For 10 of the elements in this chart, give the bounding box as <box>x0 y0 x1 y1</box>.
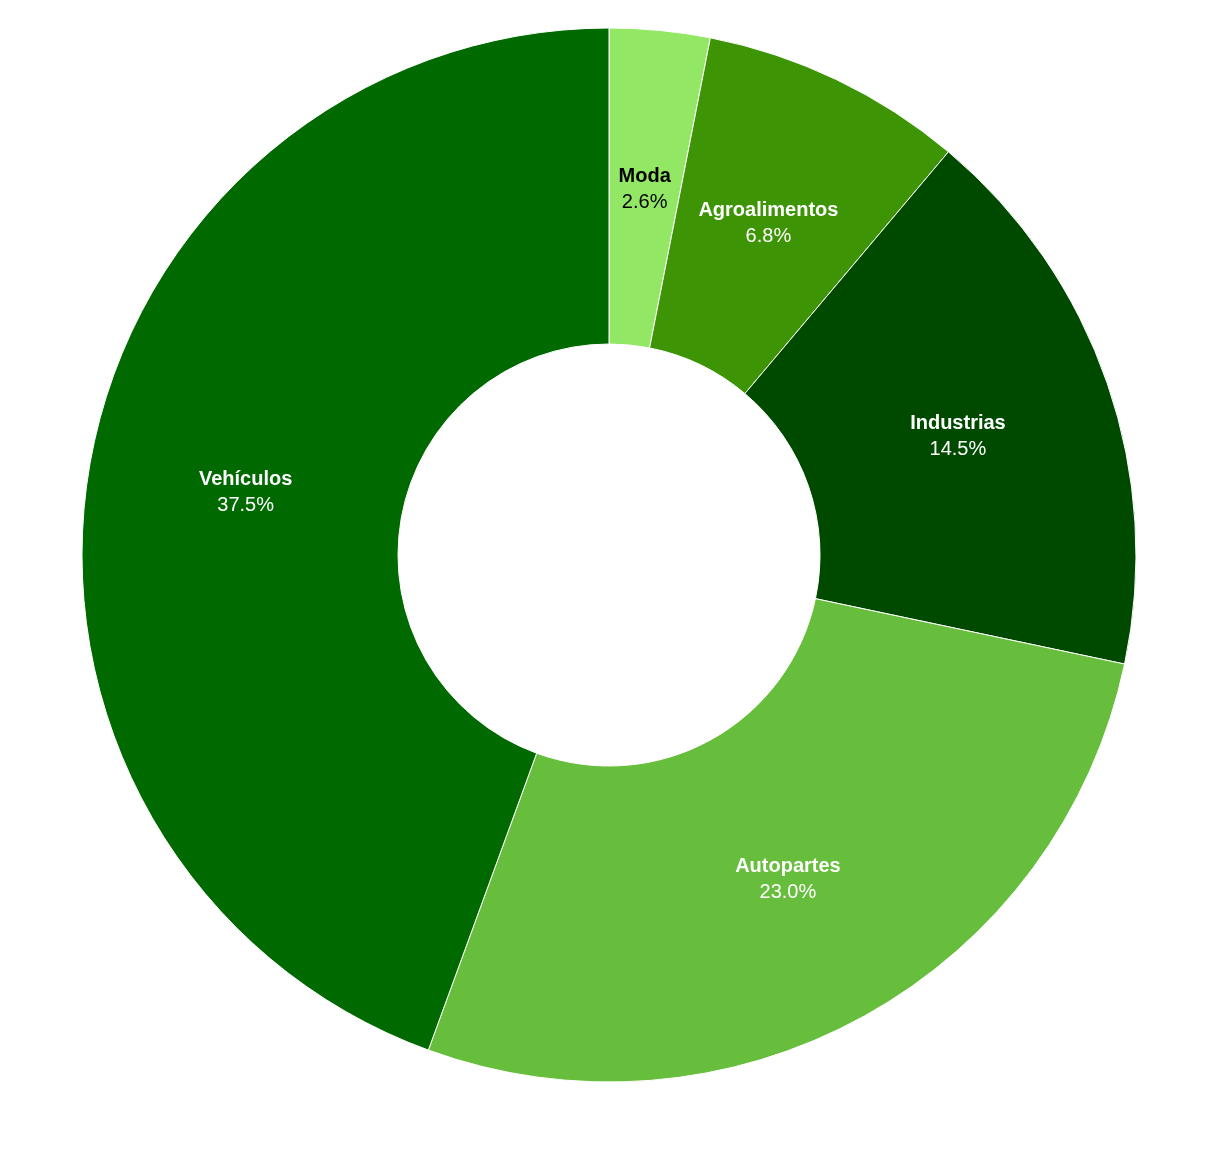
slice-label: Industrias <box>910 410 1006 433</box>
data-label: 6.8% <box>745 224 792 247</box>
data-label: 23.0% <box>759 879 817 902</box>
data-label: 14.5% <box>929 436 987 459</box>
data-label: 37.5% <box>217 492 275 515</box>
slice-label: Vehículos <box>198 466 293 489</box>
slice-label: Autopartes <box>735 853 841 876</box>
data-label: 2.6% <box>621 189 668 212</box>
slice-label: Moda <box>618 163 672 186</box>
slice-label: Agroalimentos <box>698 198 839 221</box>
